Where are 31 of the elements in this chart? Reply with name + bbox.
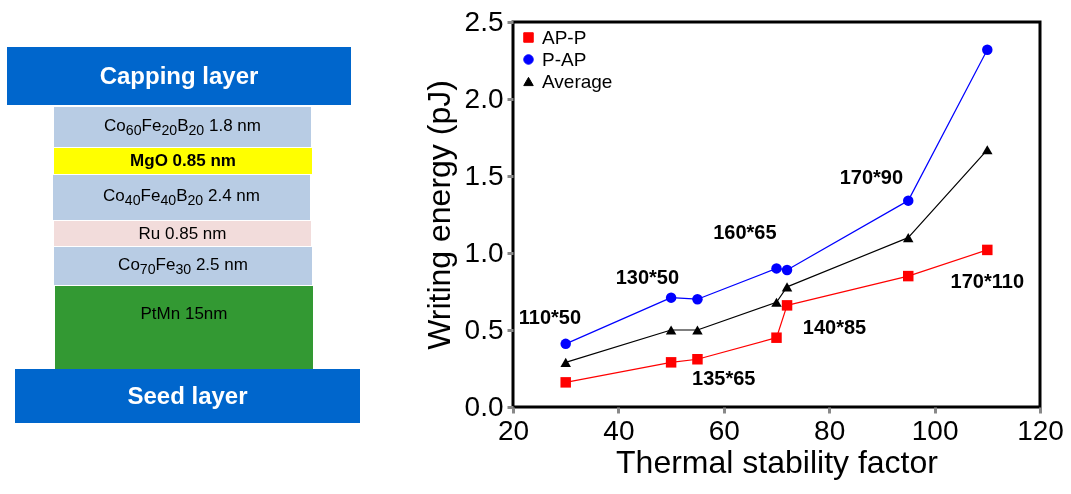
- x-axis-title: Thermal stability factor: [616, 443, 939, 480]
- y-tick-label: 0.0: [464, 390, 504, 422]
- y-tick-label: 2.5: [464, 5, 504, 37]
- annotation: 135*65: [692, 367, 756, 390]
- y-axis-title: Writing energy (pJ): [420, 80, 457, 350]
- layer-block: MgO 0.85 nm: [54, 148, 312, 174]
- layer-block: Seed layer: [15, 369, 360, 423]
- layer-block: Co$_{70}$Fe$_{30}$ 2.5 nm: [54, 247, 312, 285]
- layer-block: PtMn 15nm: [55, 286, 313, 369]
- annotation: 110*50: [518, 305, 582, 328]
- x-tick-label: 100: [911, 414, 959, 446]
- annotation: 170*90: [839, 165, 904, 188]
- legend-label: Average: [542, 70, 613, 92]
- x-tick-label: 80: [814, 414, 846, 446]
- y-tick-label: 1.0: [464, 236, 504, 268]
- layer-block: Co$_{60}$Fe$_{20}$B$_{20}$ 1.8 nm: [54, 107, 311, 147]
- x-tick-label: 60: [708, 414, 740, 446]
- layer-block: Capping layer: [7, 47, 351, 105]
- annotation: 170*110: [950, 270, 1025, 293]
- x-tick-label: 40: [603, 414, 635, 446]
- y-tick-label: 2.0: [464, 82, 504, 114]
- legend-label: AP-P: [542, 26, 587, 48]
- y-tick-label: 1.5: [464, 159, 504, 191]
- legend-label: P-AP: [542, 48, 587, 70]
- layer-block: Ru 0.85 nm: [54, 221, 311, 246]
- x-tick-label: 120: [1017, 414, 1064, 446]
- annotation: 140*85: [802, 316, 867, 339]
- y-tick-label: 0.5: [464, 313, 504, 345]
- layer-block: Co$_{40}$Fe$_{40}$B$_{20}$ 2.4 nm: [53, 175, 310, 220]
- annotation: 160*65: [713, 220, 777, 243]
- annotation: 130*50: [615, 265, 680, 288]
